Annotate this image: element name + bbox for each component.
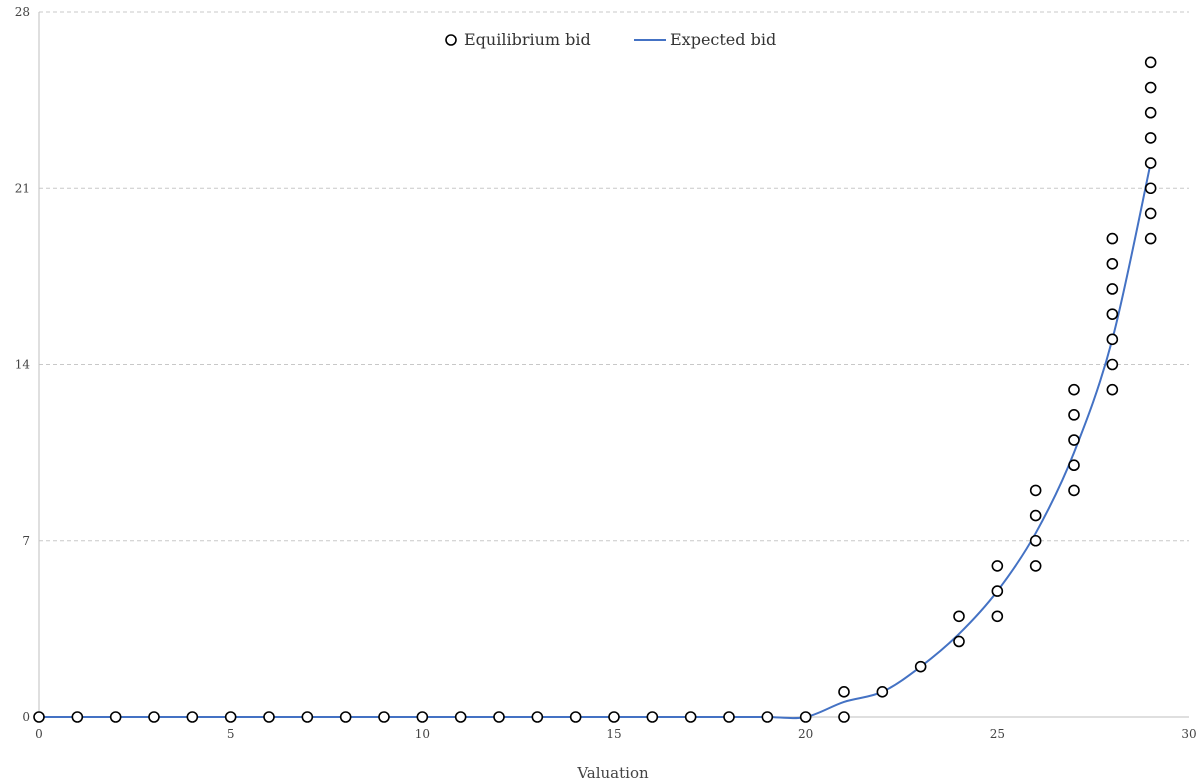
equilibrium-bid-point	[799, 711, 812, 723]
x-axis-title: Valuation	[576, 764, 649, 781]
equilibrium-bid-point	[1029, 484, 1042, 497]
y-tick-label: 28	[15, 5, 30, 19]
equilibrium-bid-point	[1106, 257, 1119, 270]
x-tick-label: 25	[990, 727, 1005, 741]
equilibrium-bid-point	[1144, 157, 1157, 169]
equilibrium-bid-point	[608, 711, 620, 723]
equilibrium-bid-point	[301, 711, 314, 723]
equilibrium-bid-point	[838, 711, 850, 723]
y-tick-labels: 0 7 14 21 28	[15, 5, 31, 724]
equilibrium-bid-point	[684, 711, 697, 723]
equilibrium-bid-point	[454, 711, 467, 723]
equilibrium-bid-point	[1029, 534, 1042, 547]
equilibrium-bid-point	[953, 610, 965, 623]
y-tick-label: 0	[22, 710, 30, 724]
x-tick-label: 0	[35, 727, 43, 741]
equilibrium-bid-point	[1068, 484, 1080, 497]
equilibrium-bid-point	[1068, 459, 1080, 472]
legend-label-expected-bid: Expected bid	[670, 30, 776, 49]
equilibrium-bid-point	[1106, 308, 1119, 320]
equilibrium-bid-point	[1144, 207, 1157, 220]
equilibrium-bid-point	[493, 711, 505, 723]
equilibrium-bid-point	[569, 711, 582, 723]
equilibrium-bid-point	[378, 711, 390, 723]
equilibrium-bid-point	[876, 686, 889, 698]
equilibrium-bid-point	[263, 711, 275, 723]
equilibrium-bid-point	[723, 711, 735, 723]
equilibrium-bid-point	[109, 711, 122, 723]
equilibrium-bid-point	[991, 610, 1004, 623]
equilibrium-bid-point	[224, 711, 237, 723]
equilibrium-bid-point	[991, 585, 1004, 597]
equilibrium-bid-point	[914, 660, 927, 673]
legend-marker-equilibrium-bid	[445, 34, 457, 46]
equilibrium-bid-point	[1029, 509, 1042, 522]
equilibrium-bid-point	[1144, 232, 1157, 245]
equilibrium-bid-point	[1144, 132, 1157, 144]
gridlines	[39, 11, 1189, 542]
y-tick-label: 7	[22, 534, 30, 548]
x-tick-label: 5	[227, 727, 235, 741]
equilibrium-bid-marker-series	[33, 56, 1157, 723]
equilibrium-bid-point	[1106, 283, 1119, 295]
x-tick-label: 15	[606, 727, 621, 741]
x-tick-label: 10	[415, 727, 430, 741]
equilibrium-bid-point	[838, 686, 850, 698]
equilibrium-bid-point	[1068, 409, 1080, 421]
equilibrium-bid-point	[1106, 383, 1119, 396]
equilibrium-bid-point	[1106, 333, 1119, 346]
equilibrium-bid-point	[646, 711, 659, 723]
equilibrium-bid-point	[991, 560, 1004, 572]
equilibrium-bid-point	[186, 711, 199, 723]
equilibrium-bid-point	[1144, 81, 1157, 94]
x-tick-label: 20	[798, 727, 813, 741]
legend-label-equilibrium-bid: Equilibrium bid	[464, 30, 591, 49]
x-tick-labels: 0 5 10 15 20 25 30	[35, 727, 1196, 741]
equilibrium-bid-point	[1068, 383, 1080, 396]
equilibrium-bid-point	[761, 711, 774, 723]
equilibrium-bid-point	[1144, 182, 1157, 195]
equilibrium-bid-point	[148, 711, 160, 723]
legend: Equilibrium bid Expected bid	[445, 30, 776, 49]
equilibrium-bid-point	[1068, 434, 1080, 446]
equilibrium-bid-point	[1144, 106, 1157, 119]
equilibrium-bid-point	[1144, 56, 1157, 69]
equilibrium-bid-point	[1106, 232, 1119, 245]
x-tick-label: 30	[1181, 727, 1196, 741]
equilibrium-bid-point	[1106, 358, 1119, 371]
y-tick-label: 14	[15, 358, 31, 372]
expected-bid-line	[38, 162, 1152, 720]
equilibrium-bid-point	[1029, 560, 1042, 572]
equilibrium-bid-point	[71, 711, 84, 723]
equilibrium-bid-point	[339, 711, 352, 723]
equilibrium-bid-point	[416, 711, 429, 723]
y-tick-label: 21	[15, 181, 30, 195]
equilibrium-bid-point	[33, 711, 45, 723]
equilibrium-bid-point	[953, 635, 965, 648]
expected-bid-line-series	[38, 162, 1152, 720]
equilibrium-bid-point	[531, 711, 544, 723]
